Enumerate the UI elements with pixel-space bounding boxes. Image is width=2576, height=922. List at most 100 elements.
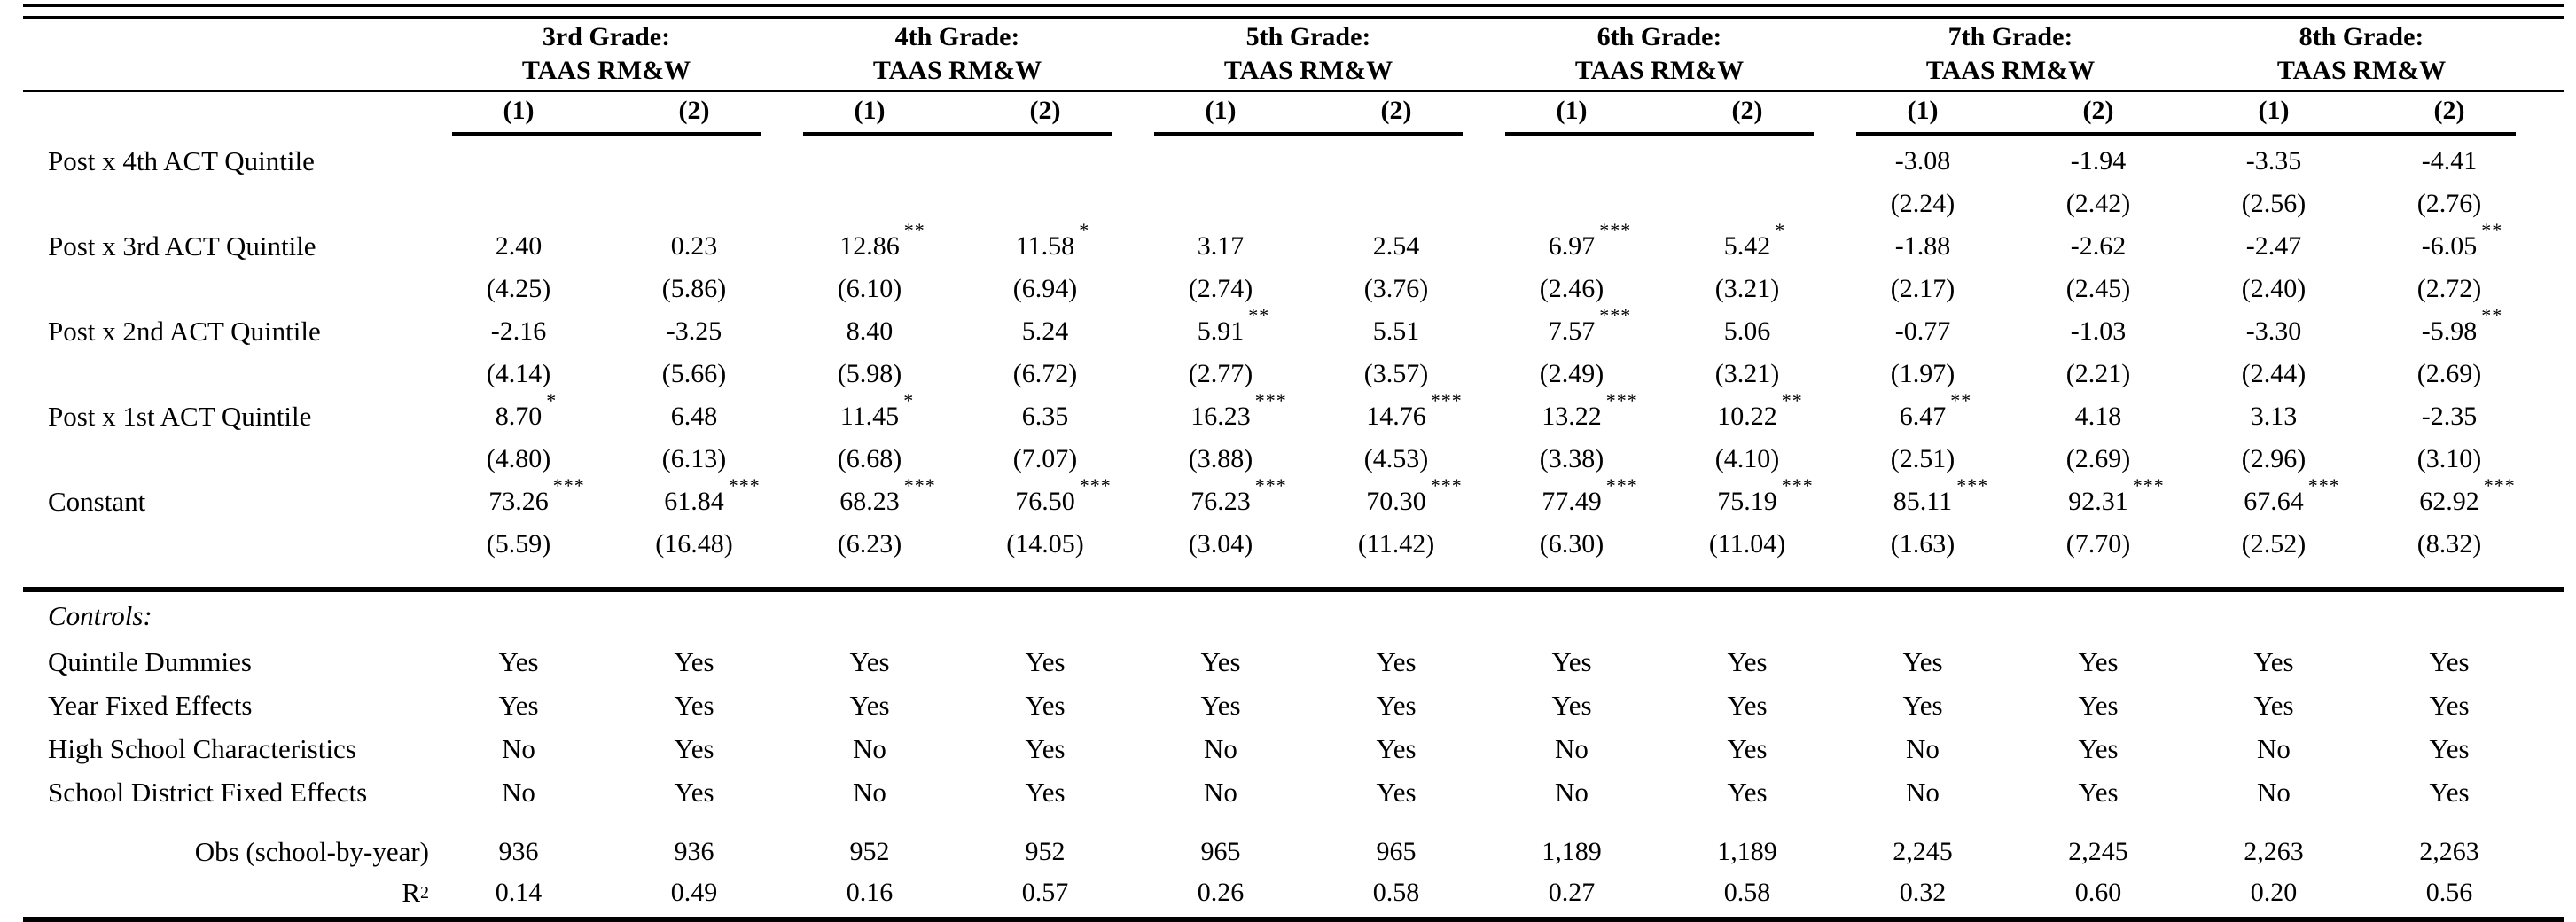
- control-cell: No: [1484, 727, 1659, 770]
- coef-cell: -2.47: [2186, 225, 2361, 268]
- control-cell: Yes: [1659, 684, 1835, 727]
- se-value: (5.98): [837, 359, 902, 388]
- control-value: Yes: [674, 645, 714, 677]
- grade-subtitle: TAAS RM&W: [1223, 56, 1393, 85]
- pair-rule-row: [12, 129, 2576, 140]
- se-cell: (3.88): [1133, 438, 1308, 481]
- top-double-rule: [23, 4, 2564, 19]
- se-value: (2.76): [2416, 189, 2482, 218]
- control-cell: Yes: [1308, 684, 1484, 727]
- control-value: Yes: [2253, 689, 2294, 721]
- control-value: Yes: [674, 689, 714, 721]
- significance-stars: ***: [728, 474, 761, 496]
- se-value: (5.66): [661, 359, 727, 388]
- coef-cell: -1.94: [2010, 140, 2186, 183]
- coef-value: 11.58 *: [1015, 219, 1090, 261]
- significance-stars: ***: [1254, 389, 1287, 411]
- coef-cell: 8.70 *: [431, 389, 606, 438]
- column-number: (1): [1556, 96, 1588, 125]
- grade-subtitle: TAAS RM&W: [1574, 56, 1745, 85]
- significance-stars: **: [2481, 304, 2503, 326]
- se-value: (2.74): [1188, 274, 1253, 303]
- stat-value: 0.20: [2250, 878, 2298, 907]
- control-value: No: [2257, 776, 2291, 808]
- stat-value: 0.26: [1197, 878, 1245, 907]
- coef-value: 5.91 **: [1197, 304, 1270, 346]
- header-rule: [23, 90, 2564, 92]
- coef-value: 67.64 ***: [2244, 474, 2340, 516]
- row-label-spacer: [12, 353, 431, 395]
- significance-stars: ***: [1599, 304, 1632, 326]
- control-cell: No: [2186, 770, 2361, 814]
- coef-value: 85.11 ***: [1893, 474, 1989, 516]
- control-value: Yes: [849, 645, 890, 677]
- stat-value: 2,245: [1893, 837, 1953, 866]
- grade-header: 8th Grade: TAAS RM&W: [2186, 19, 2537, 90]
- se-cell: (6.10): [782, 268, 957, 310]
- control-cell: No: [2186, 727, 2361, 770]
- coef-value: 76.23 ***: [1190, 474, 1287, 516]
- control-cell: No: [782, 727, 957, 770]
- pair-underline: [431, 129, 782, 140]
- control-value: Yes: [1727, 689, 1768, 721]
- coef-value: 7.57 ***: [1548, 304, 1632, 346]
- se-cell: (11.42): [1308, 523, 1484, 566]
- se-value: (2.56): [2241, 189, 2307, 218]
- coef-value: 3.17: [1197, 231, 1245, 261]
- coef-cell: 4.18: [2010, 395, 2186, 438]
- control-cell: Yes: [1133, 640, 1308, 684]
- control-value: No: [1204, 732, 1237, 764]
- row-label: Quintile Dummies: [48, 645, 252, 677]
- se-cell: (2.49): [1484, 353, 1659, 395]
- se-value: (11.42): [1357, 529, 1435, 559]
- coef-value: 4.18: [2074, 402, 2122, 431]
- se-cell: (14.05): [957, 523, 1133, 566]
- control-value: Yes: [2078, 776, 2119, 808]
- coef-value: 6.47 **: [1899, 389, 1972, 431]
- stat-cell: 2,263: [2361, 832, 2537, 872]
- row-label-spacer: [12, 268, 431, 310]
- se-cell: (11.04): [1659, 523, 1835, 566]
- row-label-spacer: [12, 19, 431, 90]
- stat-cell: 0.57: [957, 872, 1133, 913]
- significance-stars: *: [903, 389, 915, 411]
- significance-stars: ***: [1254, 474, 1287, 496]
- significance-stars: ***: [2132, 474, 2165, 496]
- control-value: Yes: [1025, 732, 1066, 764]
- se-cell: (2.51): [1835, 438, 2010, 481]
- se-value: (2.69): [2416, 359, 2482, 388]
- stat-cell: 0.56: [2361, 872, 2537, 913]
- control-cell: No: [1133, 770, 1308, 814]
- control-value: No: [853, 776, 886, 808]
- pair-underline-line: [1856, 132, 2516, 136]
- control-cell: Yes: [1659, 770, 1835, 814]
- significance-stars: ***: [2307, 474, 2340, 496]
- se-cell: (2.46): [1484, 268, 1659, 310]
- coef-value: -3.25: [666, 316, 722, 346]
- se-cell: (3.04): [1133, 523, 1308, 566]
- control-cell: Yes: [957, 684, 1133, 727]
- coef-value: -2.47: [2245, 231, 2302, 261]
- stat-cell: 1,189: [1484, 832, 1659, 872]
- stat-value: 0.32: [1899, 878, 1947, 907]
- coef-value: 5.06: [1723, 316, 1771, 346]
- se-cell: (5.66): [606, 353, 782, 395]
- column-number: (2): [1029, 96, 1061, 125]
- coef-row: Post x 2nd ACT Quintile -2.16 -3.25 8.40 5.2…: [12, 304, 2576, 353]
- row-label: Post x 4th ACT Quintile: [48, 145, 315, 176]
- se-value: (6.72): [1012, 359, 1078, 388]
- coef-cell: 2.54: [1308, 225, 1484, 268]
- se-cell: (3.10): [2361, 438, 2537, 481]
- control-cell: Yes: [2010, 770, 2186, 814]
- coef-value: 2.54: [1372, 231, 1420, 261]
- coef-row: Post x 3rd ACT Quintile 2.40 0.23 12.86 ** 11…: [12, 219, 2576, 268]
- stat-cell: 0.26: [1133, 872, 1308, 913]
- control-cell: No: [1835, 770, 2010, 814]
- bottom-rule: [23, 917, 2564, 922]
- se-value: (14.05): [1006, 529, 1084, 559]
- se-value: (4.14): [486, 359, 551, 388]
- se-cell: (2.40): [2186, 268, 2361, 310]
- control-value: No: [502, 732, 535, 764]
- coef-value: -3.30: [2245, 316, 2302, 346]
- control-value: No: [1906, 776, 1940, 808]
